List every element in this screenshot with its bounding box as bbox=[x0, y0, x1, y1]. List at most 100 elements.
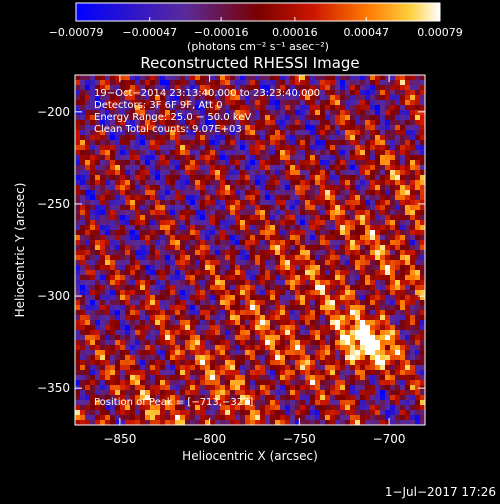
heatmap-cell bbox=[290, 125, 296, 131]
heatmap-cell bbox=[360, 265, 366, 271]
heatmap-cell bbox=[360, 220, 366, 226]
heatmap-cell bbox=[385, 130, 391, 136]
heatmap-cell bbox=[95, 310, 101, 316]
heatmap-cell bbox=[315, 355, 321, 361]
heatmap-cell bbox=[145, 325, 151, 331]
heatmap-cell bbox=[410, 260, 416, 266]
heatmap-cell bbox=[355, 325, 361, 331]
heatmap-cell bbox=[245, 420, 251, 426]
heatmap-cell bbox=[320, 110, 326, 116]
heatmap-cell bbox=[395, 290, 401, 296]
heatmap-cell bbox=[105, 95, 111, 101]
heatmap-cell bbox=[285, 395, 291, 401]
heatmap-cell bbox=[195, 220, 201, 226]
heatmap-cell bbox=[370, 415, 376, 421]
x-tick-label: −850 bbox=[103, 432, 136, 446]
heatmap-cell bbox=[120, 130, 126, 136]
heatmap-cell bbox=[345, 165, 351, 171]
heatmap-cell bbox=[305, 300, 311, 306]
heatmap-cell bbox=[220, 160, 226, 166]
heatmap-cell bbox=[220, 385, 226, 391]
heatmap-cell bbox=[375, 210, 381, 216]
heatmap-cell bbox=[270, 285, 276, 291]
heatmap-cell bbox=[270, 100, 276, 106]
heatmap-cell bbox=[415, 235, 421, 241]
heatmap-cell bbox=[325, 165, 331, 171]
heatmap-cell bbox=[395, 400, 401, 406]
heatmap-cell bbox=[75, 370, 81, 376]
heatmap-cell bbox=[330, 105, 336, 111]
annotation-energy-range: Energy Range: 25.0 − 50.0 keV bbox=[94, 112, 251, 123]
heatmap-cell bbox=[110, 270, 116, 276]
heatmap-cell bbox=[365, 110, 371, 116]
heatmap-cell bbox=[240, 215, 246, 221]
heatmap-cell bbox=[170, 110, 176, 116]
heatmap-cell bbox=[405, 95, 411, 101]
heatmap-cell bbox=[320, 385, 326, 391]
heatmap-cell bbox=[160, 195, 166, 201]
heatmap-cell bbox=[240, 400, 246, 406]
heatmap-cell bbox=[240, 360, 246, 366]
heatmap-cell bbox=[270, 145, 276, 151]
heatmap-cell bbox=[140, 215, 146, 221]
heatmap-cell bbox=[310, 420, 316, 426]
heatmap-cell bbox=[355, 335, 361, 341]
heatmap-cell bbox=[125, 420, 131, 426]
heatmap-cell bbox=[415, 260, 421, 266]
heatmap-cell bbox=[365, 200, 371, 206]
heatmap-cell bbox=[270, 280, 276, 286]
heatmap-cell bbox=[105, 280, 111, 286]
heatmap-cell bbox=[240, 315, 246, 321]
heatmap-cell bbox=[145, 415, 151, 421]
heatmap-cell bbox=[370, 395, 376, 401]
heatmap-cell bbox=[130, 135, 136, 141]
heatmap-cell bbox=[335, 330, 341, 336]
heatmap-cell bbox=[385, 380, 391, 386]
heatmap-cell bbox=[115, 135, 121, 141]
heatmap-cell bbox=[400, 85, 406, 91]
heatmap-cell bbox=[310, 210, 316, 216]
heatmap-cell bbox=[310, 330, 316, 336]
heatmap-cell bbox=[125, 335, 131, 341]
heatmap-cell bbox=[105, 375, 111, 381]
heatmap-cell bbox=[100, 115, 106, 121]
heatmap-cell bbox=[195, 345, 201, 351]
heatmap-cell bbox=[370, 390, 376, 396]
heatmap-cell bbox=[130, 365, 136, 371]
heatmap-cell bbox=[360, 170, 366, 176]
heatmap-cell bbox=[165, 190, 171, 196]
heatmap-cell bbox=[155, 380, 161, 386]
heatmap-cell bbox=[310, 315, 316, 321]
heatmap-cell bbox=[115, 115, 121, 121]
heatmap-cell bbox=[280, 415, 286, 421]
heatmap-cell bbox=[305, 315, 311, 321]
heatmap-cell bbox=[120, 415, 126, 421]
heatmap-cell bbox=[225, 235, 231, 241]
heatmap-cell bbox=[205, 150, 211, 156]
heatmap-cell bbox=[170, 395, 176, 401]
heatmap-cell bbox=[285, 235, 291, 241]
heatmap-cell bbox=[90, 360, 96, 366]
heatmap-cell bbox=[350, 105, 356, 111]
heatmap-cell bbox=[400, 170, 406, 176]
heatmap-cell bbox=[325, 215, 331, 221]
heatmap-cell bbox=[300, 370, 306, 376]
heatmap-cell bbox=[205, 250, 211, 256]
heatmap-cell bbox=[175, 295, 181, 301]
heatmap-cell bbox=[395, 230, 401, 236]
heatmap-cell bbox=[310, 325, 316, 331]
heatmap-cell bbox=[255, 320, 261, 326]
heatmap-cell bbox=[305, 245, 311, 251]
heatmap-cell bbox=[355, 135, 361, 141]
heatmap-cell bbox=[390, 145, 396, 151]
heatmap-cell bbox=[350, 85, 356, 91]
heatmap-cell bbox=[215, 145, 221, 151]
heatmap-cell bbox=[335, 225, 341, 231]
heatmap-cell bbox=[175, 220, 181, 226]
heatmap-cell bbox=[215, 125, 221, 131]
heatmap-cell bbox=[385, 330, 391, 336]
heatmap-cell bbox=[225, 200, 231, 206]
heatmap-cell bbox=[75, 180, 81, 186]
heatmap-cell bbox=[315, 275, 321, 281]
heatmap-cell bbox=[290, 245, 296, 251]
